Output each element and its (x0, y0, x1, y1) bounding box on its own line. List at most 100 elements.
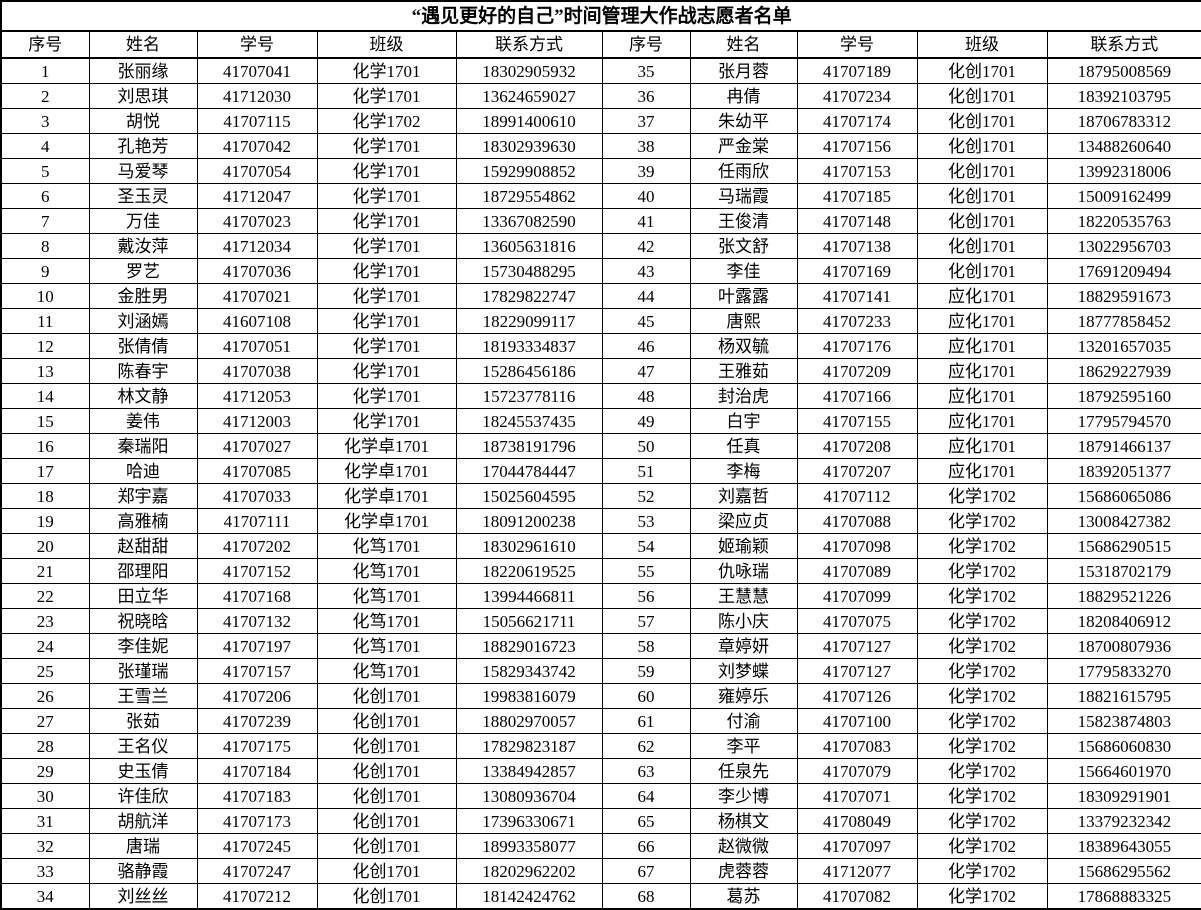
cell-no: 23 (0, 608, 90, 634)
cell-class: 化学1701 (316, 208, 457, 234)
cell-name: 秦瑞阳 (88, 433, 198, 459)
student-row: 12 张倩倩 41707051 化学1701 18193334837 46 杨双毓 41707… (0, 333, 1201, 359)
cell-class: 化学1701 (316, 258, 457, 284)
cell-no: 12 (0, 333, 90, 359)
cell-no: 17 (0, 458, 90, 484)
cell-name: 胡悦 (88, 108, 198, 134)
cell-no: 46 (601, 333, 691, 359)
cell-no: 5 (0, 158, 90, 184)
cell-phone: 15730488295 (455, 258, 603, 284)
cell-student_id: 41707051 (196, 333, 318, 359)
cell-no: 43 (601, 258, 691, 284)
cell-class: 化创1701 (916, 158, 1048, 184)
cell-class: 化学卓1701 (316, 458, 457, 484)
cell-name: 王慧慧 (689, 583, 798, 609)
cell-student_id: 41707023 (196, 208, 318, 234)
cell-no: 4 (0, 133, 90, 159)
cell-student_id: 41707099 (796, 583, 918, 609)
student-row: 1 张丽缘 41707041 化学1701 18302905932 35 张月蓉 417071… (0, 57, 1201, 84)
cell-no: 67 (601, 858, 691, 884)
cell-name: 张月蓉 (689, 57, 798, 84)
cell-student_id: 41707126 (796, 683, 918, 709)
student-row: 33 骆静霞 41707247 化创1701 18202962202 67 虎蓉蓉 41712… (0, 858, 1201, 884)
cell-student_id: 41707185 (796, 183, 918, 209)
cell-phone: 17795794570 (1046, 408, 1201, 434)
cell-name: 刘嘉哲 (689, 483, 798, 509)
cell-name: 林文静 (88, 383, 198, 409)
cell-no: 16 (0, 433, 90, 459)
cell-name: 杨棋文 (689, 808, 798, 834)
cell-class: 化笃1701 (316, 658, 457, 684)
cell-phone: 15929908852 (455, 158, 603, 184)
cell-student_id: 41707097 (796, 833, 918, 859)
cell-student_id: 41708049 (796, 808, 918, 834)
column-header-1: 姓名 (689, 30, 798, 59)
cell-no: 54 (601, 533, 691, 559)
cell-phone: 13994466811 (455, 583, 603, 609)
cell-name: 任雨欣 (689, 158, 798, 184)
student-row: 21 邵理阳 41707152 化笃1701 18220619525 55 仇咏瑞 41707… (0, 558, 1201, 584)
cell-name: 郑宇嘉 (88, 483, 198, 509)
student-row: 34 刘丝丝 41707212 化创1701 18142424762 68 葛苏 417070… (0, 883, 1201, 910)
column-header-2: 学号 (196, 30, 318, 59)
cell-class: 应化1701 (916, 308, 1048, 334)
cell-class: 应化1701 (916, 333, 1048, 359)
student-row: 10 金胜男 41707021 化学1701 17829822747 44 叶露露 41707… (0, 283, 1201, 309)
cell-name: 马瑞霞 (689, 183, 798, 209)
cell-phone: 15664601970 (1046, 758, 1201, 784)
column-header-3: 班级 (916, 30, 1048, 59)
cell-name: 葛苏 (689, 883, 798, 910)
cell-class: 化学1702 (916, 558, 1048, 584)
cell-phone: 18829521226 (1046, 583, 1201, 609)
cell-name: 邵理阳 (88, 558, 198, 584)
column-header-2: 学号 (796, 30, 918, 59)
cell-phone: 18220619525 (455, 558, 603, 584)
cell-class: 化学1701 (316, 308, 457, 334)
cell-phone: 18302961610 (455, 533, 603, 559)
cell-no: 61 (601, 708, 691, 734)
cell-class: 化学1702 (916, 783, 1048, 809)
student-row: 23 祝晓晗 41707132 化笃1701 15056621711 57 陈小庆 41707… (0, 608, 1201, 634)
cell-class: 应化1701 (916, 358, 1048, 384)
cell-phone: 18202962202 (455, 858, 603, 884)
cell-name: 虎蓉蓉 (689, 858, 798, 884)
cell-no: 11 (0, 308, 90, 334)
cell-no: 25 (0, 658, 90, 684)
cell-student_id: 41707208 (796, 433, 918, 459)
student-row: 11 刘涵嫣 41607108 化学1701 18229099117 45 唐熙 417072… (0, 308, 1201, 334)
cell-class: 化笃1701 (316, 583, 457, 609)
cell-class: 化学1701 (316, 233, 457, 259)
cell-phone: 18792595160 (1046, 383, 1201, 409)
cell-phone: 18245537435 (455, 408, 603, 434)
cell-name: 许佳欣 (88, 783, 198, 809)
cell-no: 45 (601, 308, 691, 334)
cell-name: 张瑾瑞 (88, 658, 198, 684)
cell-student_id: 41707233 (796, 308, 918, 334)
cell-no: 28 (0, 733, 90, 759)
cell-no: 48 (601, 383, 691, 409)
cell-no: 2 (0, 83, 90, 109)
cell-no: 37 (601, 108, 691, 134)
cell-student_id: 41707247 (196, 858, 318, 884)
cell-phone: 15686290515 (1046, 533, 1201, 559)
cell-no: 34 (0, 883, 90, 910)
student-row: 13 陈春宇 41707038 化学1701 15286456186 47 王雅茹 41707… (0, 358, 1201, 384)
cell-class: 化学1702 (916, 708, 1048, 734)
cell-name: 圣玉灵 (88, 183, 198, 209)
cell-no: 62 (601, 733, 691, 759)
cell-student_id: 41707112 (796, 483, 918, 509)
cell-student_id: 41707036 (196, 258, 318, 284)
cell-phone: 15025604595 (455, 483, 603, 509)
student-row: 28 王名仪 41707175 化创1701 17829823187 62 李平 417070… (0, 733, 1201, 759)
cell-student_id: 41707132 (196, 608, 318, 634)
cell-no: 52 (601, 483, 691, 509)
cell-class: 化学1701 (316, 358, 457, 384)
cell-phone: 15723778116 (455, 383, 603, 409)
cell-name: 唐瑞 (88, 833, 198, 859)
cell-student_id: 41707209 (796, 358, 918, 384)
cell-name: 刘丝丝 (88, 883, 198, 910)
cell-class: 化创1701 (316, 683, 457, 709)
cell-no: 30 (0, 783, 90, 809)
cell-no: 40 (601, 183, 691, 209)
student-row: 17 哈迪 41707085 化学卓1701 17044784447 51 李梅 417072… (0, 458, 1201, 484)
